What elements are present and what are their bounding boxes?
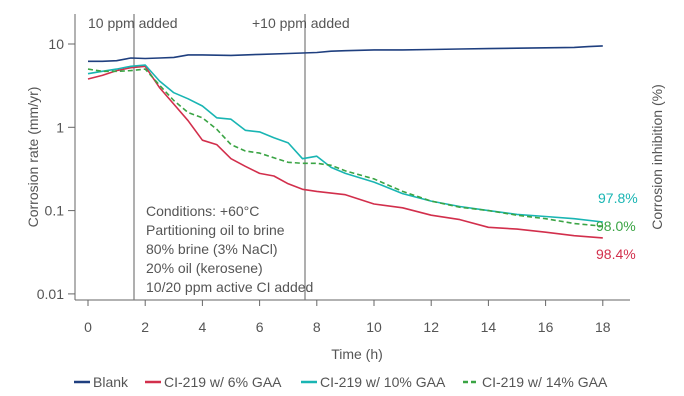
legend: Blank CI-219 w/ 6% GAA CI-219 w/ 10% GAA… bbox=[74, 374, 608, 390]
end-label-14pct: 98.0% bbox=[596, 218, 636, 234]
x-tick-label: 2 bbox=[141, 319, 149, 335]
x-tick-label: 18 bbox=[595, 319, 611, 335]
legend-label-6pct: CI-219 w/ 6% GAA bbox=[164, 374, 282, 390]
y-tick-label: 0.01 bbox=[37, 286, 64, 302]
y-tick-label: 10 bbox=[48, 36, 64, 52]
x-tick-label: 8 bbox=[313, 319, 321, 335]
x-tick-label: 0 bbox=[84, 319, 92, 335]
conditions-line-4: 20% oil (kerosene) bbox=[146, 260, 263, 276]
y-axis-label: Corrosion rate (mm/yr) bbox=[25, 87, 41, 228]
end-label-10pct: 97.8% bbox=[598, 190, 638, 206]
x-tick-label: 10 bbox=[366, 319, 382, 335]
x-tick-label: 14 bbox=[481, 319, 497, 335]
series-lines bbox=[87, 45, 603, 239]
event-label-10ppm: 10 ppm added bbox=[88, 15, 178, 31]
x-tick-label: 16 bbox=[538, 319, 554, 335]
y-tick-label: 1 bbox=[56, 119, 64, 135]
conditions-line-5: 10/20 ppm active CI added bbox=[146, 279, 313, 295]
y2-axis-label: Corrosion inhibition (%) bbox=[649, 84, 665, 230]
x-tick-label: 6 bbox=[256, 319, 264, 335]
series-blank bbox=[88, 45, 603, 63]
series-10pct-gaa bbox=[87, 64, 603, 223]
y-tick-label: 0.1 bbox=[45, 203, 65, 219]
conditions-line-3: 80% brine (3% NaCl) bbox=[146, 241, 278, 257]
end-label-6pct: 98.4% bbox=[596, 246, 636, 262]
x-axis-label: Time (h) bbox=[331, 346, 383, 362]
x-tick-label: 12 bbox=[423, 319, 439, 335]
x-ticks: 0 2 4 6 8 10 12 14 16 18 bbox=[84, 300, 611, 335]
series-14pct-gaa bbox=[87, 68, 603, 227]
legend-label-blank: Blank bbox=[93, 374, 129, 390]
conditions-line-1: Conditions: +60°C bbox=[146, 203, 259, 219]
series-6pct-gaa bbox=[87, 65, 603, 239]
legend-label-14pct: CI-219 w/ 14% GAA bbox=[482, 374, 608, 390]
x-tick-label: 4 bbox=[199, 319, 207, 335]
event-label-plus10ppm: +10 ppm added bbox=[252, 15, 350, 31]
y-ticks: 10 1 0.1 0.01 bbox=[37, 36, 75, 302]
legend-label-10pct: CI-219 w/ 10% GAA bbox=[320, 374, 446, 390]
conditions-line-2: Partitioning oil to brine bbox=[146, 222, 285, 238]
